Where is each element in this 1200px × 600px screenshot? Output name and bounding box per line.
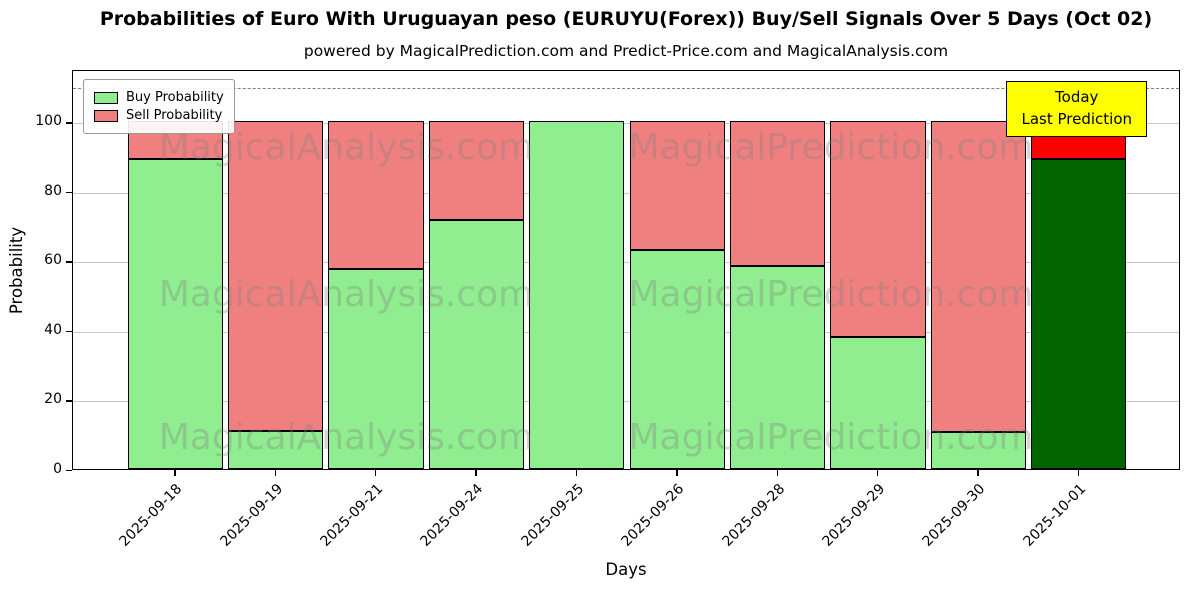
buy-swatch (94, 91, 118, 104)
gridline (73, 331, 1179, 333)
chart-subtitle: powered by MagicalPrediction.com and Pre… (303, 42, 949, 60)
x-tick-mark (575, 470, 578, 476)
bar-segment-sell (629, 121, 725, 250)
bar-segment-sell (328, 121, 424, 269)
legend-label-sell: Sell Probability (126, 108, 223, 123)
x-tick-label: 2025-09-18 (116, 481, 186, 550)
y-tick-label: 80 (44, 182, 62, 199)
y-tick-mark (66, 470, 72, 472)
bar-segment-buy (729, 265, 826, 469)
bar-segment-buy (328, 269, 424, 469)
y-tick-label: 20 (44, 391, 62, 408)
bar-segment-buy (529, 121, 625, 469)
watermark-text: MagicalAnalysis.com (158, 274, 534, 315)
chart-title: Probabilities of Euro With Uruguayan pes… (99, 8, 1153, 30)
legend: Buy Probability Sell Probability (83, 79, 235, 134)
watermark-text: MagicalPrediction.com (628, 417, 1034, 458)
bar-segment-buy (428, 220, 525, 469)
bar-segment-sell (428, 121, 525, 221)
gridline (73, 123, 1179, 125)
bar-segment-buy (1031, 159, 1127, 469)
x-tick-mark (174, 470, 176, 476)
x-tick-mark (877, 470, 879, 476)
bar-segment-buy (930, 432, 1027, 469)
y-tick-label: 0 (53, 461, 62, 477)
y-tick-mark (66, 122, 72, 124)
y-tick-mark (66, 330, 72, 333)
watermark-text: MagicalPrediction.com (628, 127, 1034, 168)
x-axis-label: Days (605, 560, 647, 579)
threshold-dashed-line (73, 88, 1179, 90)
gridline (73, 192, 1179, 194)
gridline (73, 262, 1179, 264)
x-tick-mark (776, 470, 778, 476)
y-tick-label: 60 (44, 252, 62, 269)
bar-segment-sell (729, 121, 826, 266)
x-tick-mark (475, 470, 477, 476)
sell-swatch (94, 109, 118, 122)
legend-item-sell: Sell Probability (94, 108, 224, 123)
bar-segment-sell (930, 121, 1027, 433)
bar-segment-sell (830, 121, 926, 337)
today-annotation: Today Last Prediction (1006, 81, 1147, 137)
annotation-line2: Last Prediction (1021, 109, 1132, 128)
legend-label-buy: Buy Probability (126, 90, 224, 105)
grid-layer (73, 71, 1179, 469)
gridline (73, 401, 1179, 403)
annotation-line1: Today (1055, 88, 1099, 106)
legend-item-buy: Buy Probability (94, 90, 224, 105)
bar-segment-sell (227, 121, 324, 431)
bar-segment-buy (127, 159, 223, 469)
x-tick-mark (676, 470, 678, 476)
watermark-text: MagicalAnalysis.com (158, 417, 534, 458)
x-tick-mark (977, 470, 979, 476)
bar-segment-buy (629, 249, 725, 469)
bar-segment-buy (830, 336, 926, 469)
y-tick-label: 100 (35, 113, 62, 130)
bar-segment-buy (227, 430, 324, 469)
x-tick-mark (274, 470, 276, 476)
y-axis-label: Probability (7, 226, 27, 314)
y-tick-mark (66, 400, 72, 402)
y-tick-mark (66, 261, 72, 263)
y-tick-mark (66, 191, 72, 194)
plot-area: MagicalAnalysis.com MagicalPrediction.com… (72, 70, 1180, 470)
watermark-text: MagicalPrediction.com (628, 274, 1034, 315)
y-tick-label: 40 (44, 321, 62, 338)
y-axis-label-wrap: Probability (6, 70, 28, 470)
bar-layer (73, 71, 1179, 469)
x-tick-mark (375, 470, 377, 476)
x-tick-mark (1077, 470, 1080, 476)
